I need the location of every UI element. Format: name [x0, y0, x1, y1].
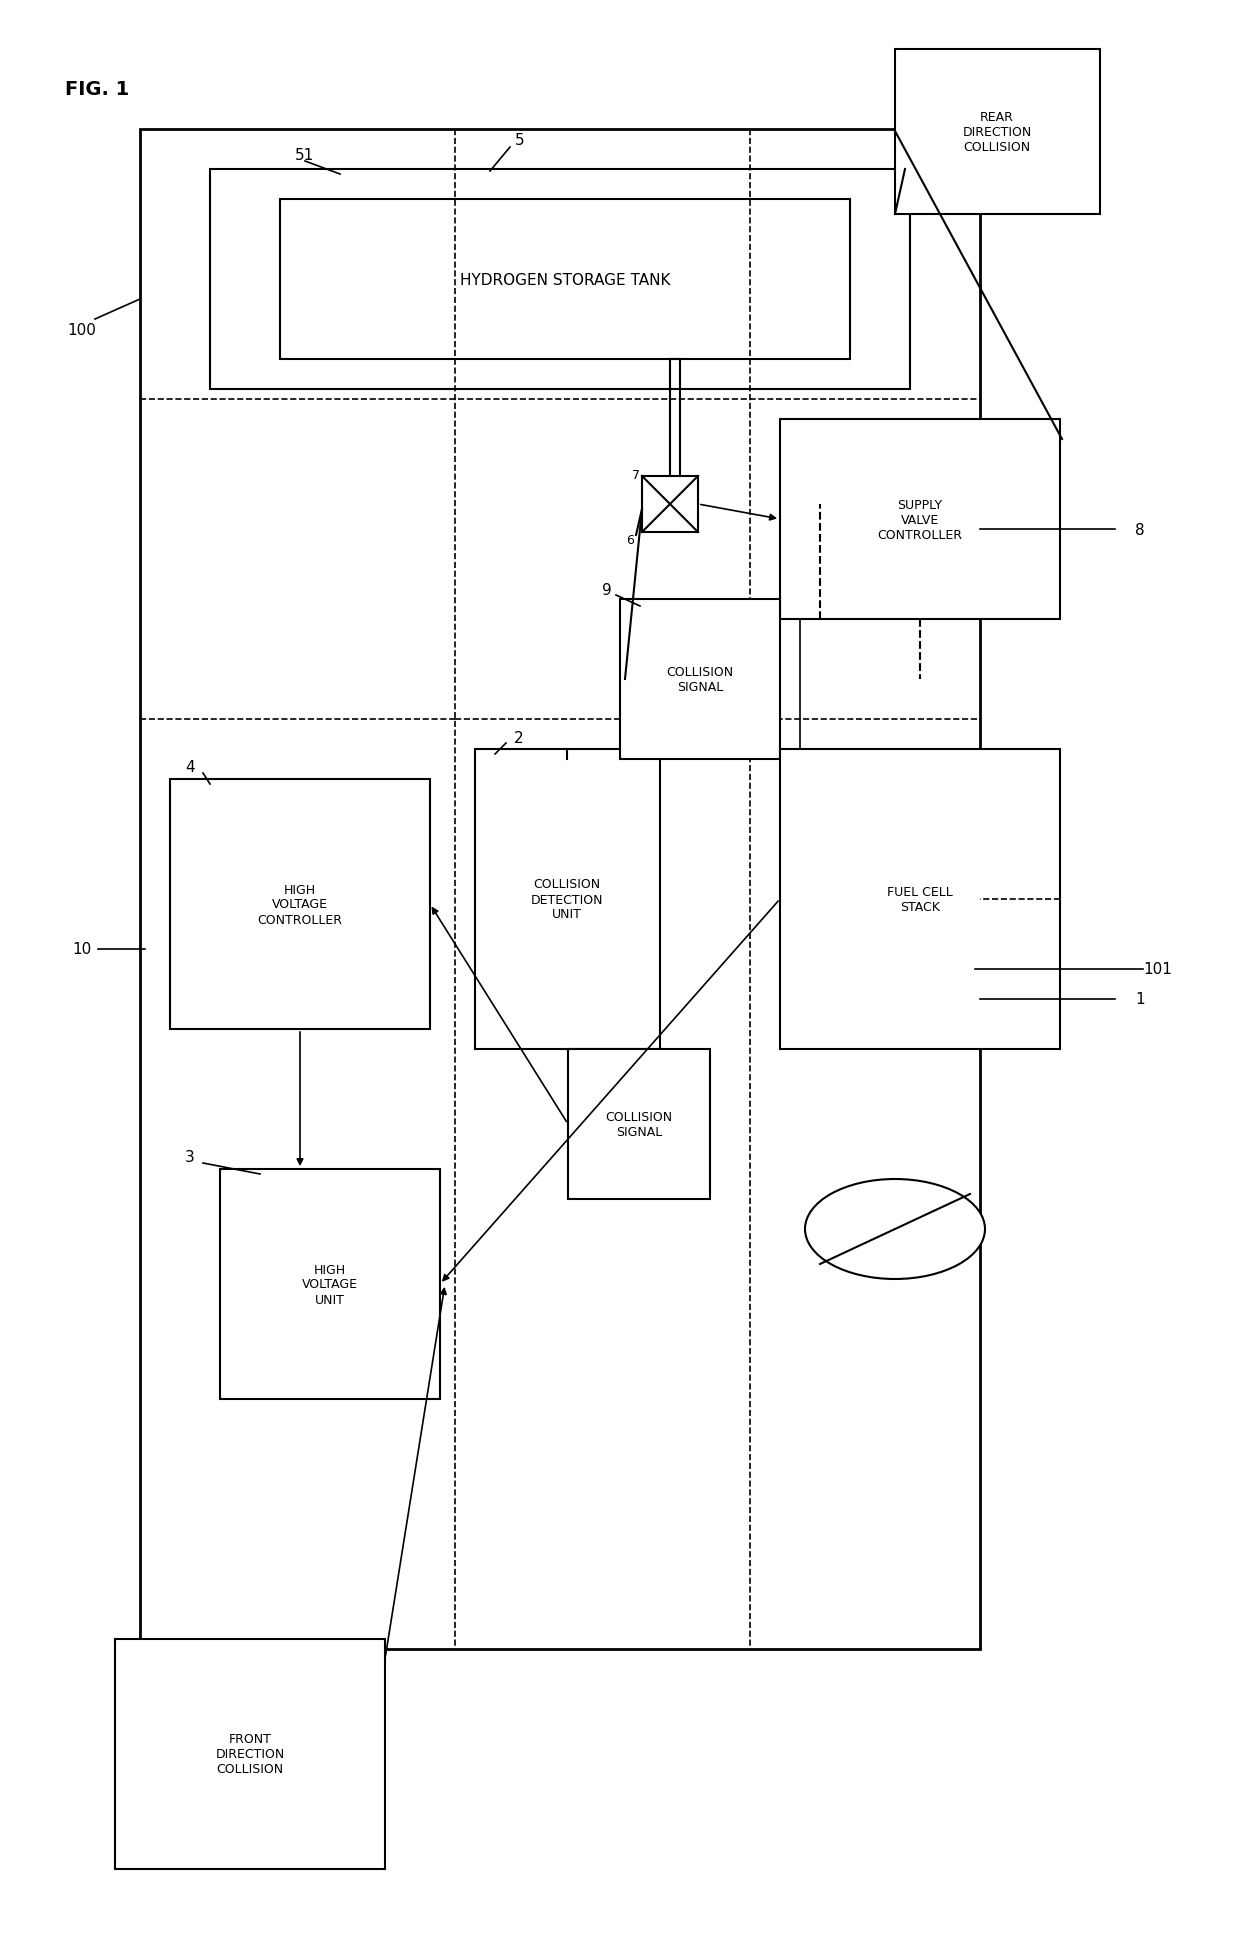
Text: 3: 3 — [185, 1149, 195, 1165]
Text: FIG. 1: FIG. 1 — [64, 80, 129, 99]
Bar — [280, 201, 849, 360]
Text: FUEL CELL
STACK: FUEL CELL STACK — [887, 886, 952, 914]
Text: REAR
DIRECTION
COLLISION: REAR DIRECTION COLLISION — [962, 111, 1032, 154]
Bar — [780, 419, 1060, 619]
Ellipse shape — [805, 1179, 985, 1280]
Text: 8: 8 — [1135, 522, 1145, 538]
Text: 100: 100 — [67, 321, 97, 337]
Bar — [219, 1169, 440, 1399]
Bar — [210, 169, 910, 390]
Text: 10: 10 — [72, 943, 92, 956]
Bar — [140, 131, 980, 1650]
Bar — [780, 750, 1060, 1050]
Text: FRONT
DIRECTION
COLLISION: FRONT DIRECTION COLLISION — [216, 1732, 285, 1775]
Text: 51: 51 — [295, 148, 314, 162]
Text: 2: 2 — [515, 730, 523, 746]
Text: HYDROGEN STORAGE TANK: HYDROGEN STORAGE TANK — [460, 273, 671, 288]
Text: COLLISION
DETECTION
UNIT: COLLISION DETECTION UNIT — [531, 879, 603, 921]
Text: SUPPLY
VALVE
CONTROLLER: SUPPLY VALVE CONTROLLER — [878, 499, 962, 542]
Text: 6: 6 — [626, 534, 634, 545]
Bar — [568, 1050, 711, 1200]
Text: 5: 5 — [515, 132, 525, 148]
Bar — [642, 477, 698, 532]
Text: 4: 4 — [185, 760, 195, 775]
Bar — [115, 1638, 384, 1868]
Text: COLLISION
SIGNAL: COLLISION SIGNAL — [666, 666, 734, 693]
Text: HIGH
VOLTAGE
CONTROLLER: HIGH VOLTAGE CONTROLLER — [258, 882, 342, 925]
Bar — [620, 600, 780, 760]
Text: COLLISION
SIGNAL: COLLISION SIGNAL — [605, 1110, 672, 1138]
Text: 9: 9 — [603, 582, 613, 598]
Text: 1: 1 — [1135, 992, 1145, 1007]
Bar — [895, 51, 1100, 214]
Text: HIGH
VOLTAGE
UNIT: HIGH VOLTAGE UNIT — [303, 1262, 358, 1305]
Bar — [475, 750, 660, 1050]
Bar — [170, 779, 430, 1029]
Text: 7: 7 — [632, 468, 640, 481]
Text: 101: 101 — [1143, 962, 1173, 978]
